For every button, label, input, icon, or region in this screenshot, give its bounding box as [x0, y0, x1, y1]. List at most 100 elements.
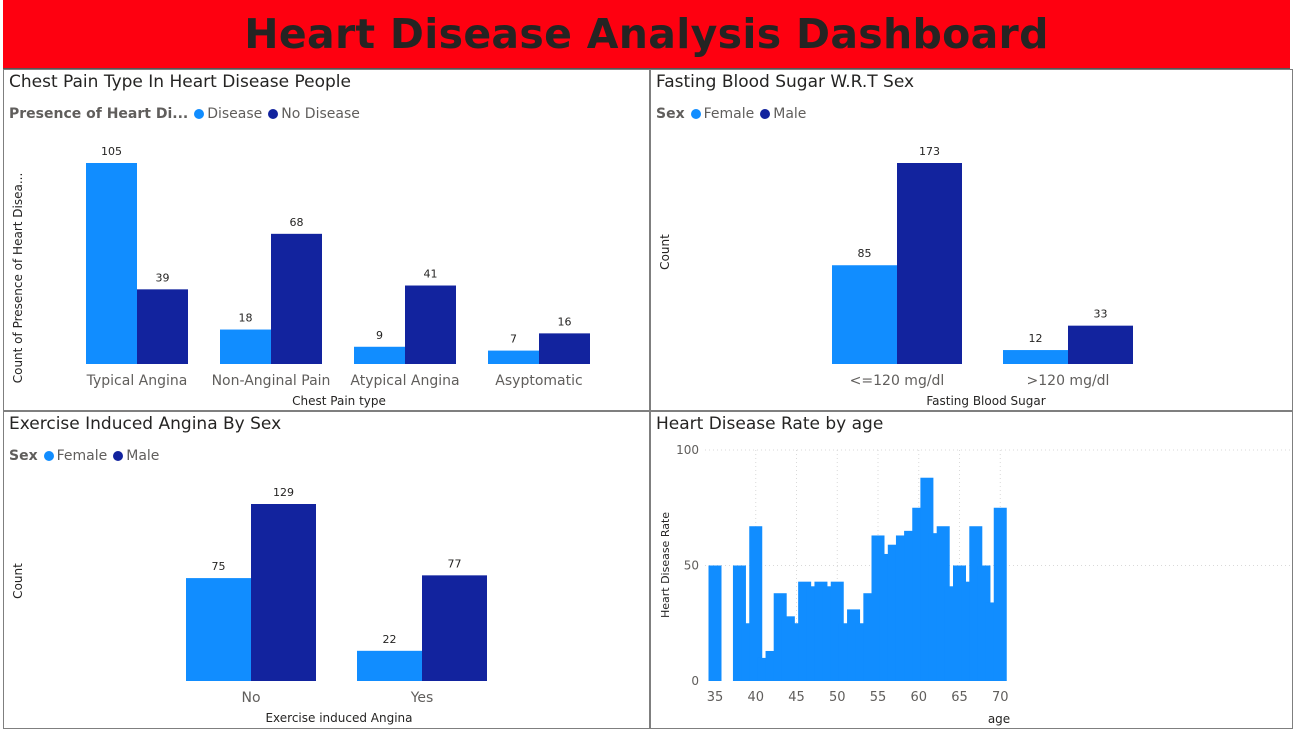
x-tick-label: Non-Anginal Pain	[212, 373, 331, 389]
bar	[271, 233, 322, 364]
data-label: 39	[156, 271, 170, 284]
data-label: 7	[510, 333, 517, 346]
legend-item-female[interactable]: Female	[690, 106, 755, 122]
x-tick-label: Atypical Angina	[350, 373, 459, 389]
bar	[220, 329, 271, 364]
bar	[897, 163, 962, 364]
y-tick-label: 100	[676, 443, 699, 457]
bar	[357, 650, 422, 681]
data-label: 16	[558, 315, 572, 328]
data-label: 18	[239, 312, 253, 325]
legend-dot-icon	[43, 451, 54, 461]
x-tick-label: Typical Angina	[86, 373, 188, 389]
bar	[708, 565, 722, 681]
bar	[1068, 325, 1133, 364]
data-label: 105	[101, 145, 122, 158]
legend-item-disease[interactable]: Disease	[194, 106, 262, 122]
x-tick-label: Yes	[410, 690, 434, 706]
x-tick-label: >120 mg/dl	[1027, 373, 1110, 389]
bar	[86, 163, 137, 364]
angina-chart: 75 129 No 22 77 Yes Exercise induced Angina Cou…	[11, 486, 487, 725]
bar	[832, 265, 897, 364]
legend-title: Sex	[656, 106, 685, 122]
y-tick-label: 50	[684, 559, 699, 573]
legend-label: Disease	[207, 106, 263, 122]
x-tick-label: 45	[788, 690, 805, 705]
legend-dot-icon	[760, 109, 771, 119]
legend-label: Male	[773, 106, 807, 122]
x-tick-label: Asyptomatic	[495, 373, 582, 389]
bar	[186, 578, 251, 681]
chest-pain-chart: 105 39 Typical Angina 18 68 Non-Anginal Pain 9…	[11, 145, 590, 408]
bar	[137, 289, 188, 364]
chest-pain-panel: Chest Pain Type In Heart Disease People …	[3, 69, 650, 411]
legend-dot-icon	[268, 109, 279, 119]
x-tick-label: 40	[747, 690, 764, 705]
data-label: 85	[858, 247, 872, 260]
bar	[354, 346, 405, 364]
x-tick-label: No	[241, 690, 260, 706]
fbs-chart: 85 173 <=120 mg/dl 12 33 >120 mg/dl Fasting Bl…	[658, 145, 1133, 408]
legend-title: Presence of Heart Di...	[9, 106, 189, 122]
y-axis-title: Heart Disease Rate	[659, 512, 672, 618]
y-tick-label: 0	[691, 674, 699, 688]
x-tick-label: 65	[951, 690, 968, 705]
angina-legend: Sex Female Male	[9, 448, 165, 464]
x-tick-label: 70	[992, 690, 1009, 705]
x-axis-title: age	[988, 712, 1010, 726]
x-tick-label: 50	[829, 690, 846, 705]
legend-item-male[interactable]: Male	[113, 448, 159, 464]
legend-item-no-disease[interactable]: No Disease	[268, 106, 360, 122]
data-label: 77	[448, 557, 462, 570]
x-axis-title: Fasting Blood Sugar	[926, 394, 1045, 408]
bar	[251, 504, 316, 681]
x-tick-label: <=120 mg/dl	[850, 373, 945, 389]
x-tick-label: 35	[707, 690, 724, 705]
legend-dot-icon	[690, 109, 701, 119]
fbs-title: Fasting Blood Sugar W.R.T Sex	[656, 72, 915, 92]
age-chart: 0 50 100 35 40 45 50 55 60 65 70 age Heart Disease R…	[659, 443, 1292, 726]
legend-dot-icon	[113, 451, 124, 461]
legend-label: Female	[56, 448, 108, 464]
fbs-panel: Fasting Blood Sugar W.R.T Sex Sex Female…	[650, 69, 1293, 411]
data-label: 173	[919, 145, 940, 158]
bar	[1003, 350, 1068, 364]
data-label: 41	[424, 268, 438, 281]
y-axis-title: Count	[658, 234, 672, 270]
chest-pain-legend: Presence of Heart Di... Disease No Disea…	[9, 106, 366, 122]
bar	[405, 285, 456, 364]
data-label: 9	[376, 329, 383, 342]
legend-item-female[interactable]: Female	[43, 448, 108, 464]
legend-title: Sex	[9, 448, 38, 464]
legend-item-male[interactable]: Male	[760, 106, 806, 122]
data-label: 33	[1094, 308, 1108, 321]
x-tick-label: 55	[870, 690, 887, 705]
bar	[749, 526, 763, 681]
data-label: 22	[383, 633, 397, 646]
angina-title: Exercise Induced Angina By Sex	[9, 414, 282, 434]
dashboard-banner: Heart Disease Analysis Dashboard	[3, 0, 1290, 70]
legend-dot-icon	[194, 109, 205, 119]
legend-label: Female	[703, 106, 755, 122]
bar	[539, 333, 590, 364]
fbs-legend: Sex Female Male	[656, 106, 812, 122]
x-axis-title: Chest Pain type	[292, 394, 386, 408]
bar	[488, 350, 539, 364]
data-label: 75	[212, 560, 226, 573]
x-tick-label: 60	[910, 690, 927, 705]
data-label: 68	[290, 216, 304, 229]
angina-panel: Exercise Induced Angina By Sex Sex Femal…	[3, 411, 650, 729]
data-label: 12	[1029, 332, 1043, 345]
x-axis-title: Exercise induced Angina	[265, 711, 412, 725]
y-axis-title: Count	[11, 563, 25, 599]
y-axis-title: Count of Presence of Heart Disea...	[11, 173, 25, 384]
chest-pain-title: Chest Pain Type In Heart Disease People	[9, 72, 351, 92]
legend-label: No Disease	[281, 106, 360, 122]
data-label: 129	[273, 486, 294, 499]
age-title: Heart Disease Rate by age	[656, 414, 884, 434]
bar	[993, 507, 1007, 681]
dashboard-title: Heart Disease Analysis Dashboard	[244, 10, 1049, 58]
age-panel: Heart Disease Rate by age 0 50 100 35 40 45 50…	[650, 411, 1293, 729]
legend-label: Male	[126, 448, 160, 464]
bar	[422, 575, 487, 681]
